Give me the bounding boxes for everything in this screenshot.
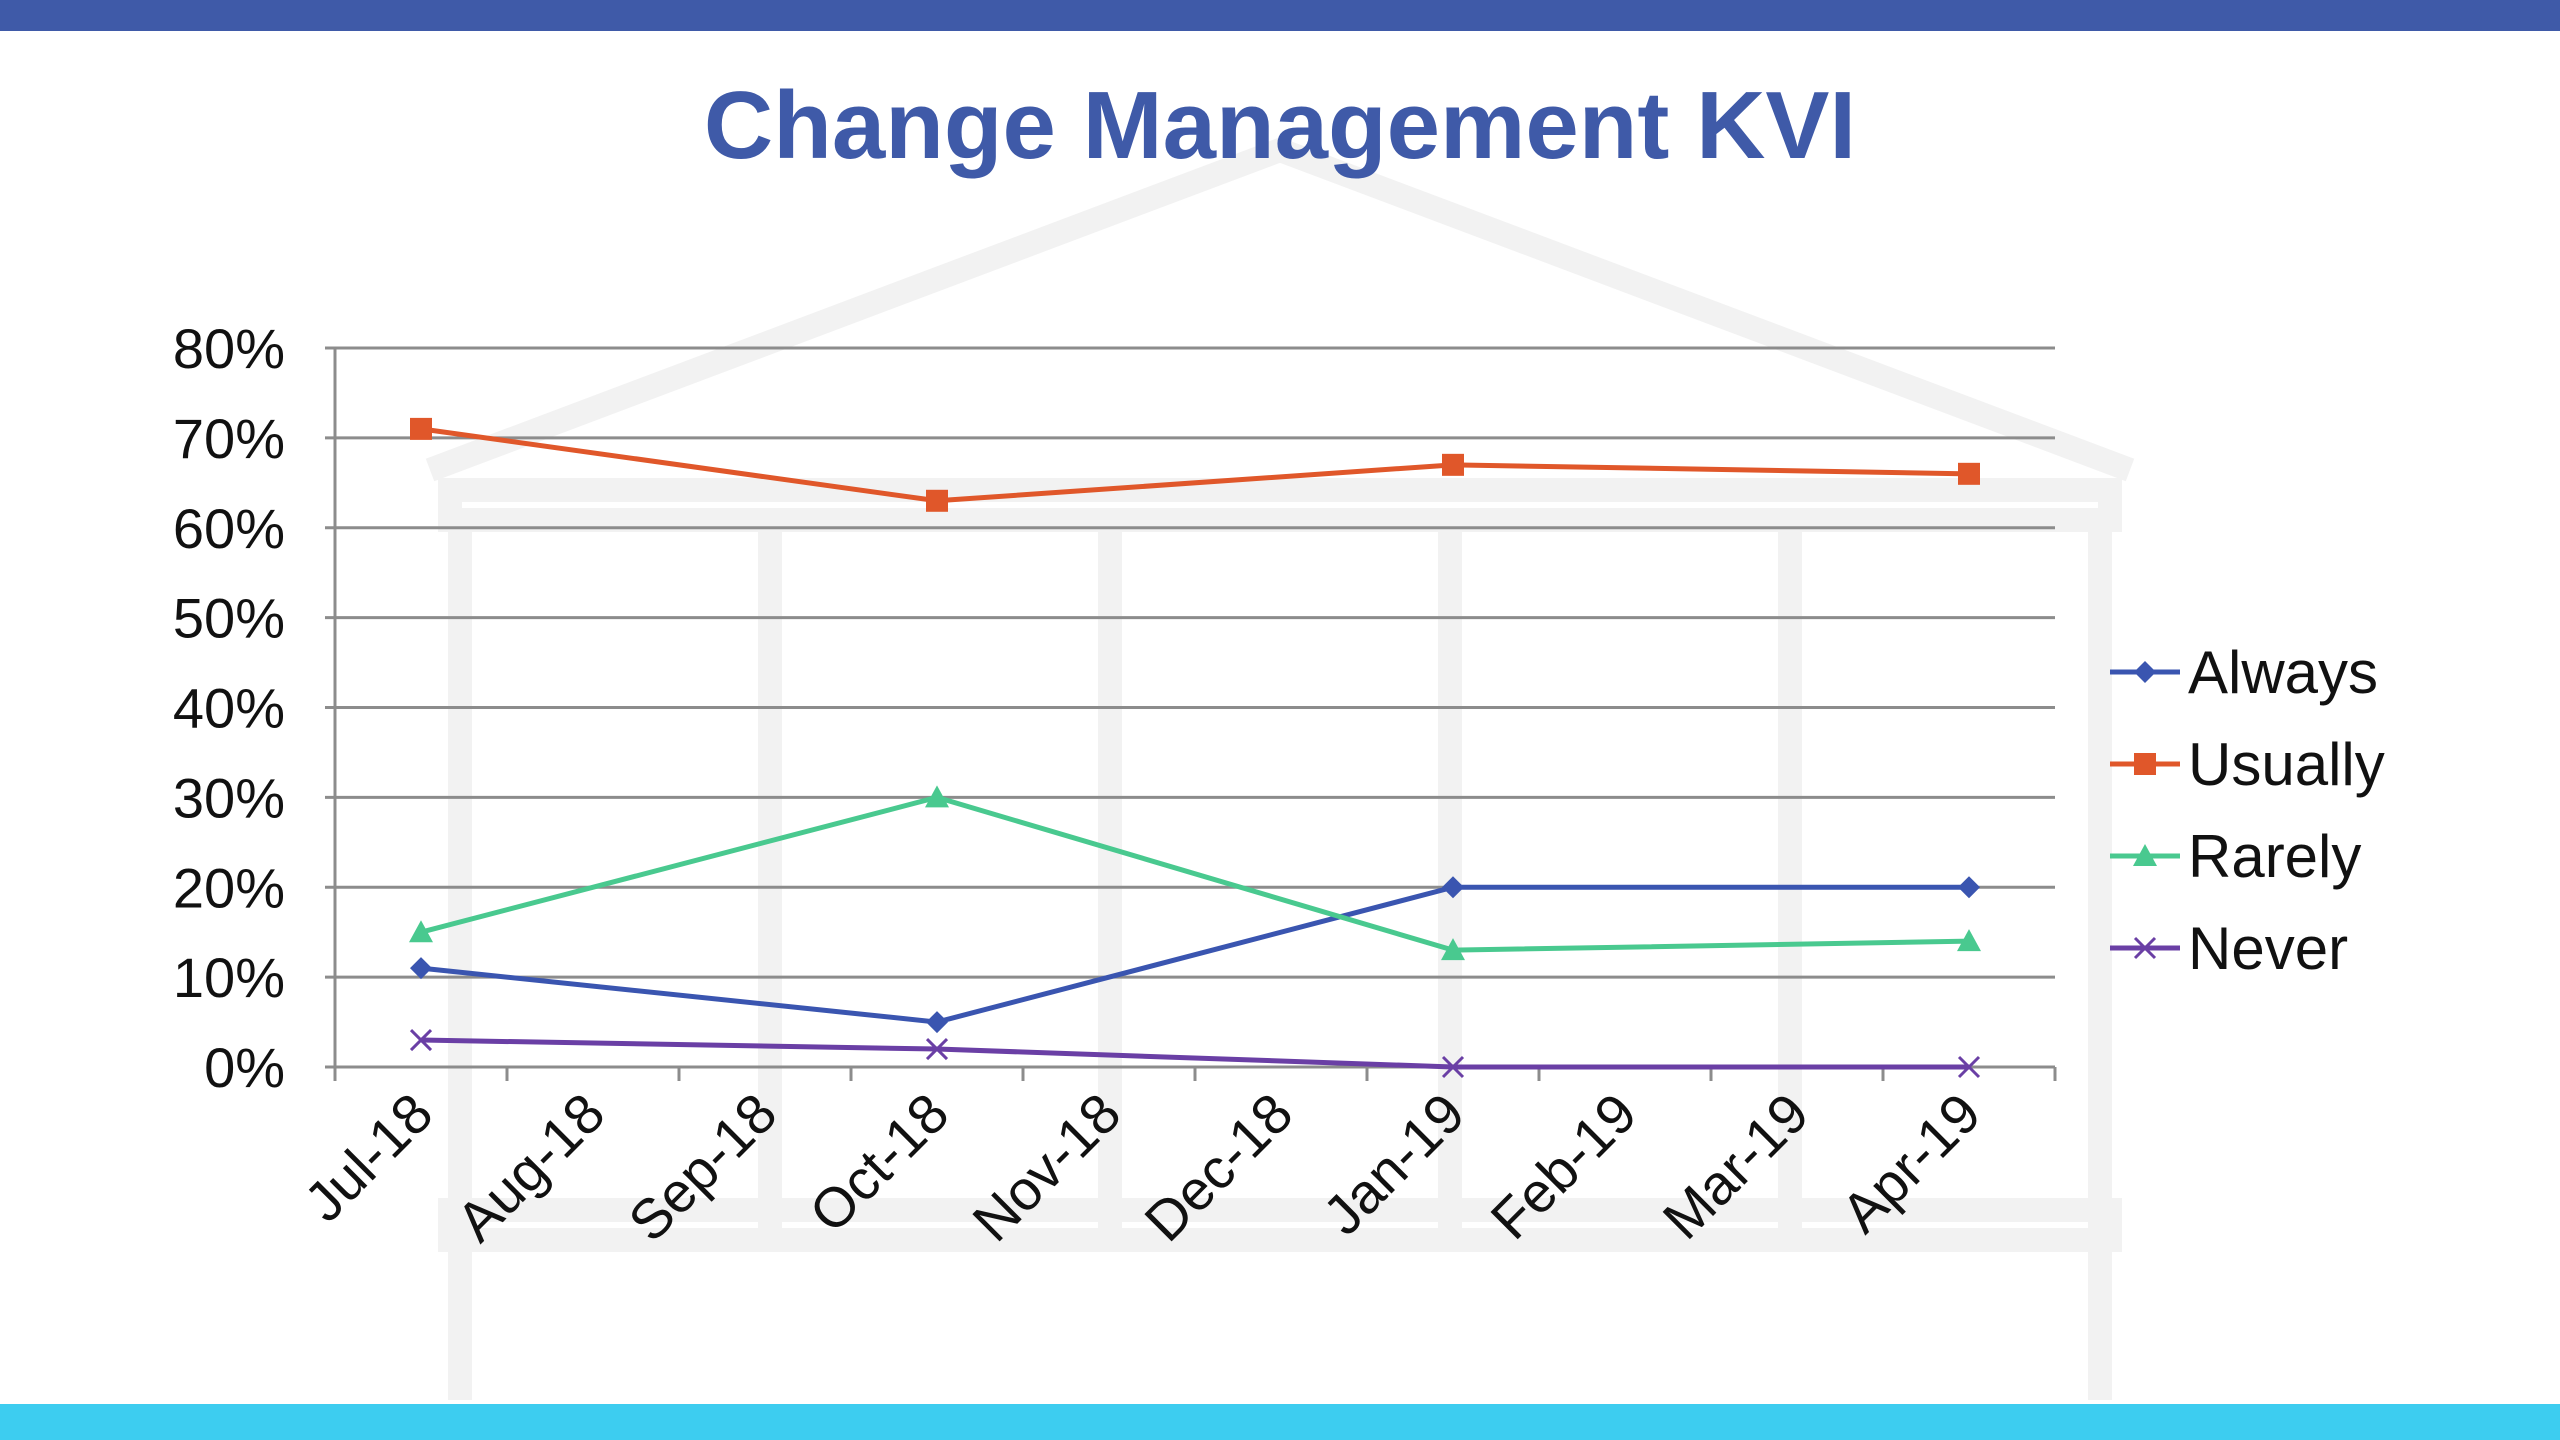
y-tick-label: 20% — [173, 856, 285, 919]
y-tick-labels: 0% 10% 20% 30% 40% 50% 60% 70% 80% — [173, 317, 285, 1099]
data-point-never — [1957, 1055, 1981, 1079]
gridlines — [325, 346, 2055, 1069]
data-point-rarely — [1441, 938, 1465, 961]
data-point-always — [410, 957, 432, 980]
axes — [333, 348, 2057, 1081]
legend-label-rarely: Rarely — [2188, 823, 2361, 890]
data-point-never — [925, 1037, 949, 1061]
data-point-usually — [410, 417, 432, 440]
legend-label-always: Always — [2188, 639, 2378, 706]
page-title: Change Management KVI — [703, 72, 1857, 179]
x-tick-label: Oct-18 — [797, 1081, 960, 1244]
series-line-always — [420, 884, 1969, 1025]
data-point-always — [1442, 876, 1464, 899]
legend-label-never: Never — [2188, 915, 2348, 982]
y-tick-label: 70% — [173, 407, 285, 470]
data-point-never — [409, 1028, 433, 1052]
data-point-always — [926, 1011, 948, 1034]
data-point-never — [1441, 1055, 1465, 1079]
data-point-rarely — [925, 785, 949, 808]
data-point-rarely — [1957, 929, 1981, 952]
x-tick-label: Apr-19 — [1829, 1081, 1992, 1244]
bottom-accent-bar — [0, 1404, 2560, 1440]
x-tick-label: Nov-18 — [960, 1081, 1132, 1253]
x-tick-label: Jan-19 — [1311, 1081, 1477, 1247]
legend-marker-rarely — [2133, 844, 2157, 866]
legend-label-usually: Usually — [2188, 731, 2385, 798]
legend-marker-usually — [2134, 753, 2156, 775]
data-point-always — [1958, 876, 1980, 899]
y-tick-label: 80% — [173, 317, 285, 380]
y-tick-label: 30% — [173, 766, 285, 829]
series-lines — [409, 417, 1981, 1079]
data-point-usually — [926, 489, 948, 512]
y-tick-label: 40% — [173, 677, 285, 740]
data-point-usually — [1442, 453, 1464, 476]
legend-marker-never — [2133, 936, 2157, 960]
legend-marker-always — [2134, 661, 2156, 683]
data-point-rarely — [409, 920, 433, 943]
top-accent-bar — [0, 0, 2560, 31]
series-line-rarely — [420, 794, 1970, 953]
y-tick-label: 50% — [173, 587, 285, 650]
series-line-never — [420, 1037, 1969, 1070]
x-tick-label: Mar-19 — [1651, 1081, 1821, 1251]
x-tick-labels: Jul-18 Aug-18 Sep-18 Oct-18 Nov-18 Dec-18 Jan-… — [292, 1081, 1992, 1253]
x-tick-label: Jul-18 — [292, 1081, 444, 1233]
x-tick-label: Feb-19 — [1478, 1081, 1648, 1251]
x-tick-label: Aug-18 — [444, 1081, 616, 1253]
series-line-usually — [420, 426, 1970, 504]
legend: Always Usually Rarely Never — [2110, 639, 2385, 982]
x-tick-label: Dec-18 — [1132, 1081, 1304, 1253]
y-tick-label: 0% — [204, 1036, 285, 1099]
x-tick-label: Sep-18 — [616, 1081, 788, 1253]
y-tick-label: 60% — [173, 497, 285, 560]
y-tick-label: 10% — [173, 946, 285, 1009]
data-point-usually — [1958, 462, 1980, 485]
